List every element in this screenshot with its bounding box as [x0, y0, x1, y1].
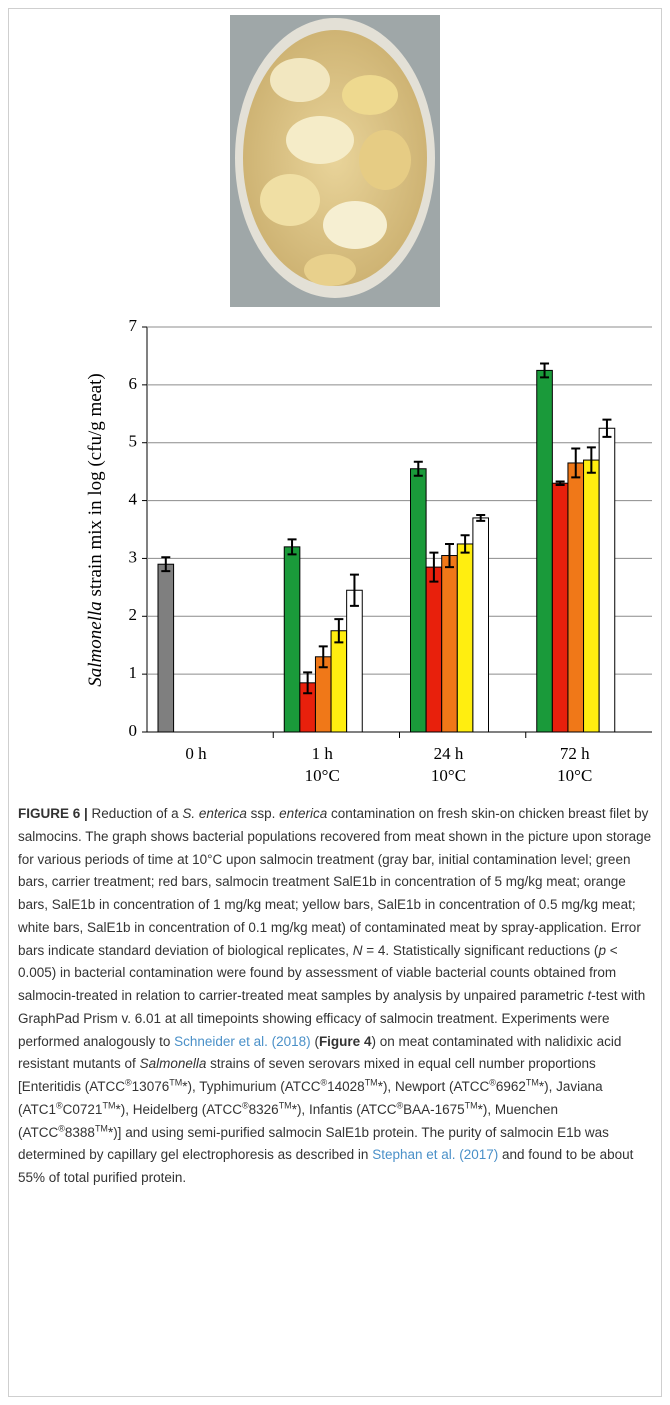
- caption-text: TM: [169, 1078, 182, 1088]
- caption-text: 8326: [249, 1102, 279, 1117]
- x-tick-label: 72 h: [560, 744, 590, 763]
- bar: [331, 631, 347, 732]
- caption-text: Salmonella: [140, 1056, 207, 1071]
- bar: [158, 564, 174, 732]
- caption-text: TM: [102, 1100, 115, 1110]
- y-tick-label: 7: [129, 316, 138, 335]
- caption-text: p: [598, 943, 606, 958]
- caption-text: C0721: [63, 1102, 103, 1117]
- caption-text: ®: [56, 1100, 63, 1110]
- caption-text: FIGURE 6 |: [18, 806, 88, 821]
- caption-text: N: [353, 943, 363, 958]
- caption-text: ®: [489, 1078, 496, 1088]
- x-tick-sublabel: 10°C: [431, 766, 466, 785]
- caption-text: TM: [465, 1100, 478, 1110]
- caption-text: ®: [125, 1078, 132, 1088]
- y-tick-label: 4: [129, 489, 138, 508]
- caption-text: 13076: [132, 1079, 170, 1094]
- caption-text: TM: [95, 1123, 108, 1133]
- caption-text: TM: [526, 1078, 539, 1088]
- caption-text: *), Heidelberg (ATCC: [115, 1102, 242, 1117]
- caption-text[interactable]: Schneider et al. (2018): [174, 1034, 311, 1049]
- caption-text: *), Infantis (ATCC: [292, 1102, 397, 1117]
- caption-text: Figure 4: [319, 1034, 372, 1049]
- caption-text: 8388: [65, 1125, 95, 1140]
- bar: [473, 518, 489, 732]
- caption-text: S. enterica: [182, 806, 247, 821]
- x-tick-sublabel: 10°C: [557, 766, 592, 785]
- bar: [552, 483, 568, 732]
- figure: Salmonella strain mix in log (cfu/g meat…: [0, 0, 670, 800]
- caption-text: ssp.: [247, 806, 279, 821]
- x-tick-sublabel: 10°C: [305, 766, 340, 785]
- y-axis-label-italic: Salmonella: [85, 601, 106, 687]
- bar: [347, 590, 363, 732]
- bar: [442, 556, 458, 732]
- page: {"chart_data": {"type": "bar", "y_label_…: [0, 0, 670, 1405]
- bar: [284, 547, 300, 732]
- bar: [537, 370, 553, 732]
- caption-text: TM: [279, 1100, 292, 1110]
- caption-text: ®: [242, 1100, 249, 1110]
- y-tick-label: 2: [129, 605, 138, 624]
- caption-text: = 4. Statistically significant reduction…: [362, 943, 598, 958]
- bar: [584, 460, 600, 732]
- bar: [426, 567, 442, 732]
- y-axis-label: Salmonella strain mix in log (cfu/g meat…: [85, 373, 106, 686]
- y-axis-label-rest: strain mix in log (cfu/g meat): [85, 373, 106, 596]
- caption-text: TM: [365, 1078, 378, 1088]
- y-tick-label: 0: [129, 721, 138, 740]
- x-tick-label: 0 h: [185, 744, 207, 763]
- bar: [457, 544, 473, 732]
- caption-text: ®: [58, 1123, 65, 1133]
- x-tick-label: 1 h: [312, 744, 334, 763]
- caption-text: contamination on fresh skin-on chicken b…: [18, 806, 651, 958]
- caption-text: Reduction of a: [88, 806, 183, 821]
- y-tick-label: 1: [129, 663, 138, 682]
- y-tick-label: 3: [129, 547, 138, 566]
- caption-text: 6962: [496, 1079, 526, 1094]
- caption-text: BAA-1675: [403, 1102, 465, 1117]
- bar: [568, 463, 584, 732]
- caption-text: 14028: [327, 1079, 365, 1094]
- caption-text: *), Typhimurium (ATCC: [182, 1079, 320, 1094]
- bar: [411, 469, 427, 732]
- caption-text[interactable]: Stephan et al. (2017): [372, 1147, 498, 1162]
- x-tick-label: 24 h: [434, 744, 464, 763]
- photo: [230, 15, 440, 307]
- caption-text: enterica: [279, 806, 327, 821]
- caption-text: (: [311, 1034, 319, 1049]
- y-tick-label: 6: [129, 374, 138, 393]
- bar: [599, 428, 615, 732]
- caption-text: *), Newport (ATCC: [378, 1079, 490, 1094]
- y-tick-label: 5: [129, 432, 138, 451]
- caption: FIGURE 6 | Reduction of a S. enterica ss…: [18, 803, 656, 1190]
